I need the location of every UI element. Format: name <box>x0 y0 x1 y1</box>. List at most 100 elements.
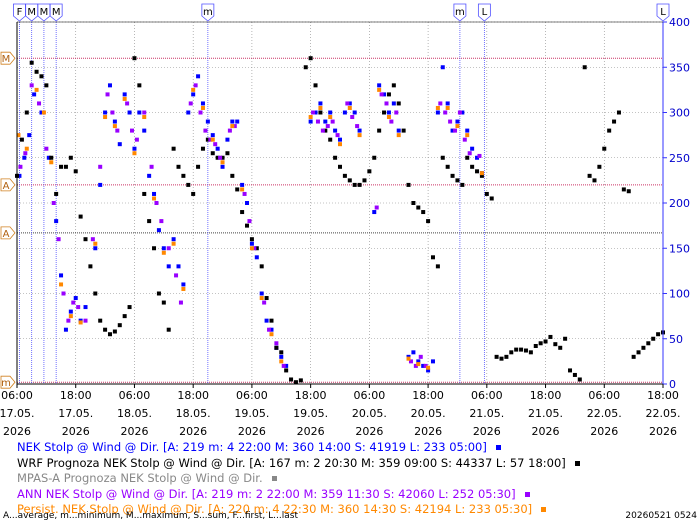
x-tick-label: 20.05. <box>352 407 387 420</box>
reference-tag-bg <box>0 226 16 240</box>
data-point <box>240 182 245 187</box>
data-point <box>563 336 568 341</box>
data-point <box>284 363 289 368</box>
data-point <box>328 110 333 115</box>
data-point <box>105 92 110 97</box>
x-tick-label: 20.05. <box>411 407 446 420</box>
data-point <box>227 128 232 133</box>
legend-entry-label: NEK Stolp @ Wind @ Dir. [A: 219 m: 4 22:… <box>17 440 487 454</box>
data-point <box>127 110 132 115</box>
marker-tag-bg <box>13 3 26 22</box>
data-point <box>46 155 51 160</box>
legend-marker <box>574 460 580 466</box>
data-point <box>411 201 416 205</box>
x-tick-label: 06:00 <box>471 389 503 402</box>
legend-marker <box>271 476 277 481</box>
data-point <box>281 363 286 368</box>
x-tick-label: 06:00 <box>119 389 151 402</box>
data-point <box>76 305 81 310</box>
data-point <box>107 83 112 88</box>
x-tick-label: 2026 <box>238 425 266 438</box>
data-point <box>426 219 431 224</box>
y-tick-labels: 0 50 100 150 200 250 300 350 400 <box>663 16 690 391</box>
data-point <box>171 237 176 242</box>
legend-marker <box>524 491 530 497</box>
data-point <box>418 354 423 359</box>
y-tick-label: 300 <box>669 107 690 120</box>
data-point <box>328 137 333 142</box>
data-point <box>27 133 32 138</box>
data-point <box>117 323 122 328</box>
data-point <box>352 110 357 115</box>
data-point <box>313 83 318 88</box>
data-point <box>93 241 98 246</box>
data-point <box>68 314 73 319</box>
data-point <box>475 155 480 160</box>
legend-entry: MPAS-A Prognoza NEK Stolp @ Wind @ Dir. <box>17 471 277 485</box>
data-point <box>161 300 166 305</box>
x-tick-label: 06:00 <box>588 389 620 402</box>
data-point <box>362 178 367 183</box>
data-point <box>137 83 142 88</box>
marker-label: M <box>40 7 49 18</box>
data-point <box>230 173 235 178</box>
data-point <box>188 101 193 106</box>
data-point <box>259 264 264 269</box>
data-point <box>352 182 357 187</box>
data-point <box>382 92 387 97</box>
data-point <box>408 359 413 364</box>
marker-label: M <box>27 7 36 18</box>
data-point <box>514 347 519 352</box>
data-point <box>78 320 83 325</box>
data-point <box>39 74 44 79</box>
data-point <box>445 101 450 106</box>
data-point <box>391 101 396 106</box>
data-point <box>103 327 108 332</box>
data-point <box>377 83 382 88</box>
data-point <box>460 182 465 187</box>
data-point <box>401 128 406 133</box>
marker-label: M <box>52 7 61 18</box>
reference-tag-bg <box>0 178 16 192</box>
x-tick-label: 06:00 <box>1 389 33 402</box>
data-point <box>122 92 127 97</box>
data-point <box>308 119 313 124</box>
reference-label: A <box>3 229 10 240</box>
data-point <box>421 363 426 368</box>
data-point <box>318 110 323 115</box>
data-point <box>225 137 230 142</box>
data-point <box>249 246 254 251</box>
data-point <box>333 128 338 133</box>
data-point <box>200 105 205 110</box>
data-point <box>161 250 166 255</box>
x-tick-label: 2026 <box>590 425 618 438</box>
data-point <box>166 327 171 332</box>
data-point <box>465 155 470 160</box>
data-point <box>313 110 318 115</box>
data-point <box>208 137 213 142</box>
footer-timestamp: 20260521 0524 <box>625 511 697 521</box>
data-point <box>445 164 450 169</box>
data-point <box>98 164 103 169</box>
data-point <box>538 341 543 346</box>
data-point <box>396 128 401 133</box>
data-point <box>347 178 352 183</box>
data-point <box>382 110 387 115</box>
data-point <box>83 318 88 323</box>
data-point <box>372 155 377 160</box>
data-point <box>504 354 509 359</box>
data-point <box>24 110 29 115</box>
data-point <box>416 362 421 367</box>
data-point <box>440 65 445 70</box>
data-point <box>68 309 73 314</box>
data-point <box>616 110 621 115</box>
data-point <box>264 296 269 301</box>
marker-label: L <box>660 7 666 18</box>
data-point <box>174 273 179 278</box>
y-tick-label: 250 <box>669 152 690 165</box>
data-point <box>462 137 467 142</box>
data-point <box>142 110 147 115</box>
data-point <box>147 219 152 224</box>
legend-entry: NEK Stolp @ Wind @ Dir. [A: 219 m: 4 22:… <box>17 440 501 454</box>
data-point <box>132 56 137 61</box>
